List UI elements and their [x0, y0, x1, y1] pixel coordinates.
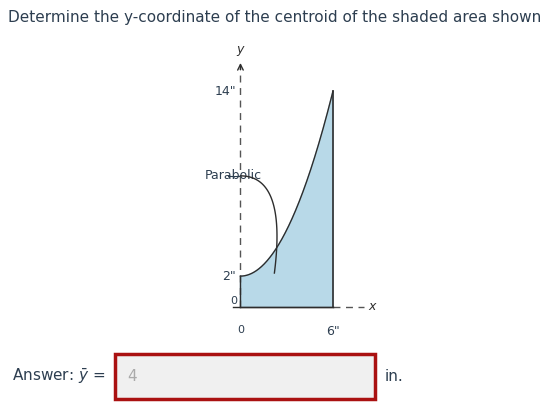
Text: in.: in.	[385, 369, 404, 384]
Text: 2": 2"	[222, 269, 236, 282]
FancyBboxPatch shape	[115, 354, 375, 399]
Text: y: y	[237, 43, 244, 56]
Text: Answer: $\bar{y}$ =: Answer: $\bar{y}$ =	[12, 367, 105, 386]
Text: 14": 14"	[214, 85, 236, 98]
Text: 6": 6"	[326, 326, 340, 339]
Text: 4: 4	[127, 369, 137, 384]
Text: x: x	[368, 300, 376, 313]
Text: 0: 0	[237, 326, 244, 335]
Text: 0: 0	[230, 296, 237, 306]
Text: Parabolic: Parabolic	[205, 169, 262, 182]
Text: Determine the y-coordinate of the centroid of the shaded area shown.: Determine the y-coordinate of the centro…	[8, 10, 541, 25]
Polygon shape	[240, 91, 333, 307]
